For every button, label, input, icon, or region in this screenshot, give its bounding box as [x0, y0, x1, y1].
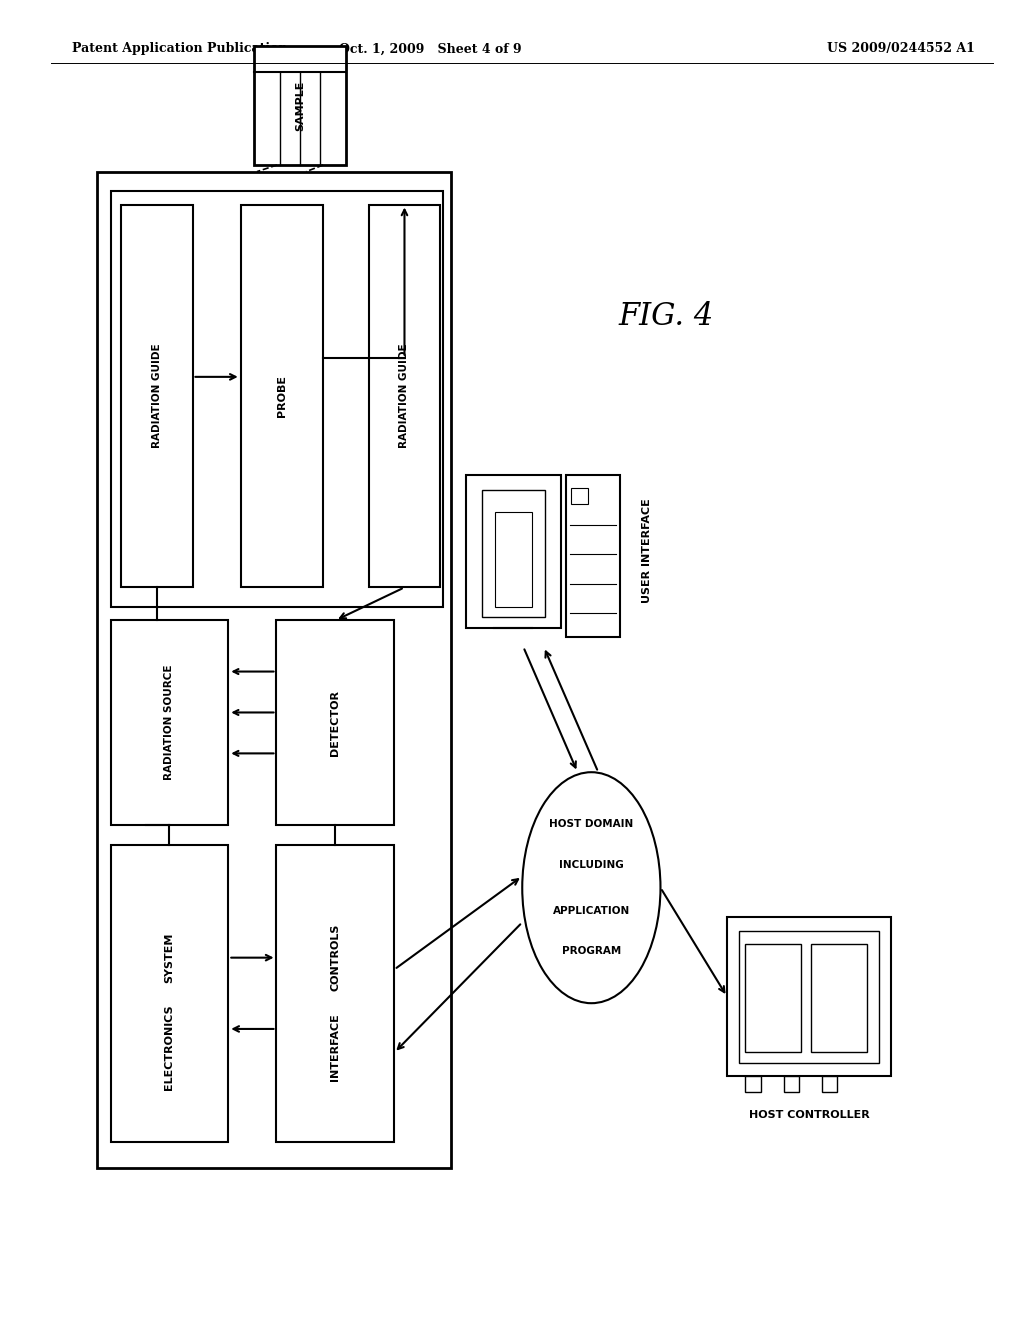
Text: INTERFACE: INTERFACE: [331, 1012, 340, 1081]
Bar: [111, 620, 228, 825]
Bar: [111, 845, 228, 1142]
Text: INCLUDING: INCLUDING: [559, 859, 624, 870]
Bar: [121, 205, 193, 587]
Text: Patent Application Publication: Patent Application Publication: [72, 42, 287, 55]
Bar: [783, 1076, 799, 1092]
Bar: [466, 475, 561, 628]
Text: FIG. 4: FIG. 4: [617, 301, 714, 333]
Bar: [97, 172, 451, 1168]
Text: APPLICATION: APPLICATION: [553, 906, 630, 916]
Text: US 2009/0244552 A1: US 2009/0244552 A1: [827, 42, 975, 55]
Bar: [276, 620, 394, 825]
Bar: [566, 475, 621, 638]
Bar: [111, 191, 443, 607]
Text: SYSTEM: SYSTEM: [165, 932, 174, 983]
Bar: [745, 944, 802, 1052]
Text: RADIATION GUIDE: RADIATION GUIDE: [152, 343, 162, 449]
Text: RADIATION SOURCE: RADIATION SOURCE: [165, 665, 174, 780]
Bar: [727, 917, 891, 1076]
Bar: [821, 1076, 837, 1092]
Ellipse shape: [522, 772, 660, 1003]
Text: RADIATION GUIDE: RADIATION GUIDE: [399, 343, 410, 449]
Bar: [811, 944, 867, 1052]
Text: HOST DOMAIN: HOST DOMAIN: [549, 820, 634, 829]
Bar: [571, 487, 588, 504]
Text: HOST CONTROLLER: HOST CONTROLLER: [749, 1110, 869, 1121]
Bar: [495, 512, 532, 607]
Bar: [276, 845, 394, 1142]
Text: PROGRAM: PROGRAM: [562, 946, 621, 956]
Text: ELECTRONICS: ELECTRONICS: [165, 1005, 174, 1089]
Bar: [739, 931, 879, 1063]
Text: SAMPLE: SAMPLE: [295, 81, 305, 131]
Text: PROBE: PROBE: [276, 375, 287, 417]
Text: USER INTERFACE: USER INTERFACE: [642, 499, 652, 603]
Text: DETECTOR: DETECTOR: [331, 689, 340, 755]
Bar: [254, 46, 346, 165]
Bar: [369, 205, 440, 587]
Text: Oct. 1, 2009   Sheet 4 of 9: Oct. 1, 2009 Sheet 4 of 9: [339, 42, 521, 55]
Text: CONTROLS: CONTROLS: [331, 924, 340, 991]
Bar: [745, 1076, 761, 1092]
Bar: [241, 205, 323, 587]
Bar: [482, 491, 545, 618]
